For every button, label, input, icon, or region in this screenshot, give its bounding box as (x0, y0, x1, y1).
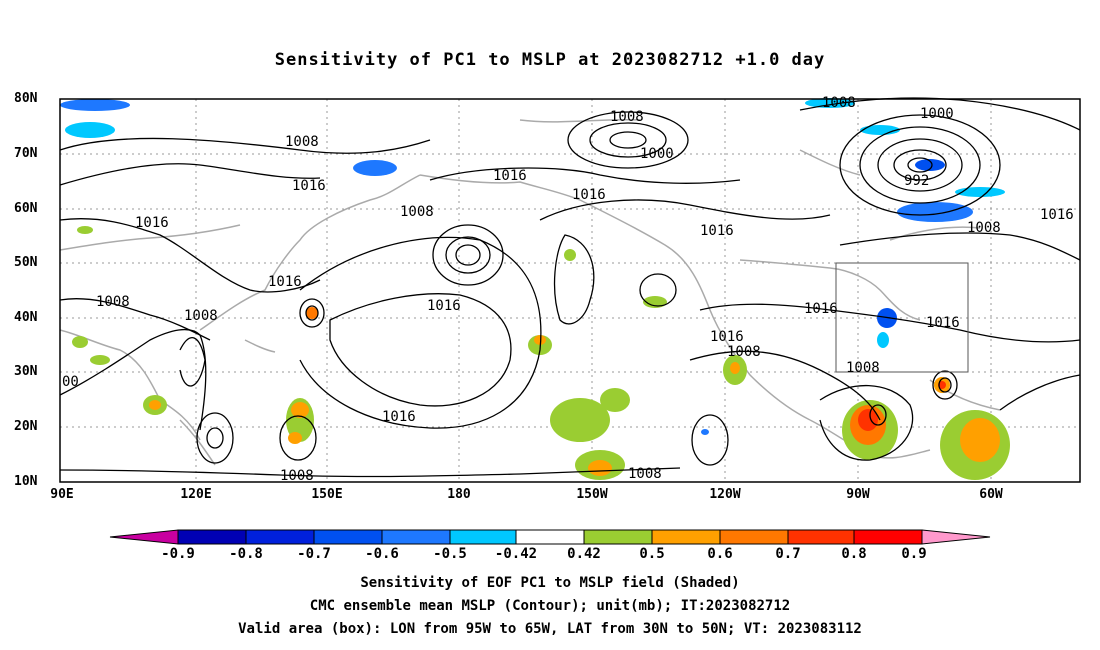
colorbar-segment (109, 529, 179, 545)
contour-label: 1008 (846, 360, 880, 376)
lon-label: 150E (311, 487, 343, 502)
colorbar-segment (651, 529, 721, 545)
lon-label: 150W (576, 487, 608, 502)
lon-label: 120W (709, 487, 741, 502)
caption-line-1: Sensitivity of EOF PC1 to MSLP field (Sh… (360, 575, 740, 591)
lat-label: 20N (14, 419, 38, 434)
colorbar (109, 529, 991, 545)
lon-label: 120E (180, 487, 212, 502)
colorbar-label: 0.7 (775, 546, 801, 562)
contour-label: 1008 (727, 344, 761, 360)
colorbar-label: -0.42 (494, 546, 538, 562)
sensitivity-shading (60, 98, 1010, 480)
contour-labels: 1008 1000 1016 1008 1016 1016 1008 1016 … (62, 95, 1074, 484)
lon-label: 90E (50, 487, 74, 502)
colorbar-label: 0.42 (567, 546, 601, 562)
colorbar-segment (515, 529, 585, 545)
colorbar-label: -0.8 (229, 546, 263, 562)
colorbar-segment (583, 529, 653, 545)
contour-label: 1016 (493, 168, 527, 184)
colorbar-segment (921, 529, 991, 545)
contour-label: 1016 (427, 298, 461, 314)
colorbar-label: -0.6 (365, 546, 399, 562)
caption-line-2: CMC ensemble mean MSLP (Contour); unit(m… (309, 598, 791, 614)
colorbar-label: 0.8 (841, 546, 867, 562)
contour-label: 1016 (1040, 207, 1074, 223)
contour-label: 1008 (400, 204, 434, 220)
colorbar-label: 0.5 (639, 546, 665, 562)
colorbar-label: -0.7 (297, 546, 331, 562)
colorbar-segment (449, 529, 517, 545)
contour-label: 1016 (700, 223, 734, 239)
contour-label: 1008 (822, 95, 856, 111)
contour-label: 1016 (926, 315, 960, 331)
contour-label: 1016 (382, 409, 416, 425)
contour-label: 1016 (710, 329, 744, 345)
contour-label: 1008 (184, 308, 218, 324)
lat-label: 50N (14, 255, 38, 270)
colorbar-label: -0.9 (161, 546, 195, 562)
contour-label: 1016 (572, 187, 606, 203)
mslp-contours (59, 97, 1081, 478)
caption-line-3: Valid area (box): LON from 95W to 65W, L… (238, 621, 862, 637)
contour-label: 1008 (285, 134, 319, 150)
colorbar-segment (787, 529, 855, 545)
lat-label: 70N (14, 146, 38, 161)
lon-label: 60W (979, 487, 1003, 502)
contour-label: 1016 (135, 215, 169, 231)
colorbar-segment (313, 529, 383, 545)
lat-label: 40N (14, 310, 38, 325)
colorbar-segment (719, 529, 789, 545)
valid-area-box (835, 262, 969, 373)
colorbar-segment (177, 529, 247, 545)
contour-label: 1008 (280, 468, 314, 484)
map-frame (59, 98, 1081, 483)
contour-label: 1016 (804, 301, 838, 317)
colorbar-segment (853, 529, 923, 545)
colorbar-label: -0.5 (433, 546, 467, 562)
contour-label: 1000 (640, 146, 674, 162)
lat-label: 30N (14, 364, 38, 379)
colorbar-segment (245, 529, 315, 545)
colorbar-label: 0.9 (901, 546, 927, 562)
map-title: Sensitivity of PC1 to MSLP at 2023082712… (274, 50, 826, 70)
contour-label: 1008 (967, 220, 1001, 236)
lat-label: 10N (14, 474, 38, 489)
lat-label: 80N (14, 91, 38, 106)
lon-label: 90W (846, 487, 870, 502)
colorbar-label: 0.6 (707, 546, 733, 562)
lat-label: 60N (14, 201, 38, 216)
contour-label: 1008 (610, 109, 644, 125)
contour-label: 1000 (920, 106, 954, 122)
lon-label: 180 (447, 487, 471, 502)
contour-label: 1016 (292, 178, 326, 194)
contour-label: 1008 (96, 294, 130, 310)
colorbar-segment (381, 529, 451, 545)
contour-label: 992 (904, 173, 929, 189)
contour-label: 1008 (628, 466, 662, 482)
contour-label: 1016 (268, 274, 302, 290)
contour-label: 00 (62, 374, 79, 390)
